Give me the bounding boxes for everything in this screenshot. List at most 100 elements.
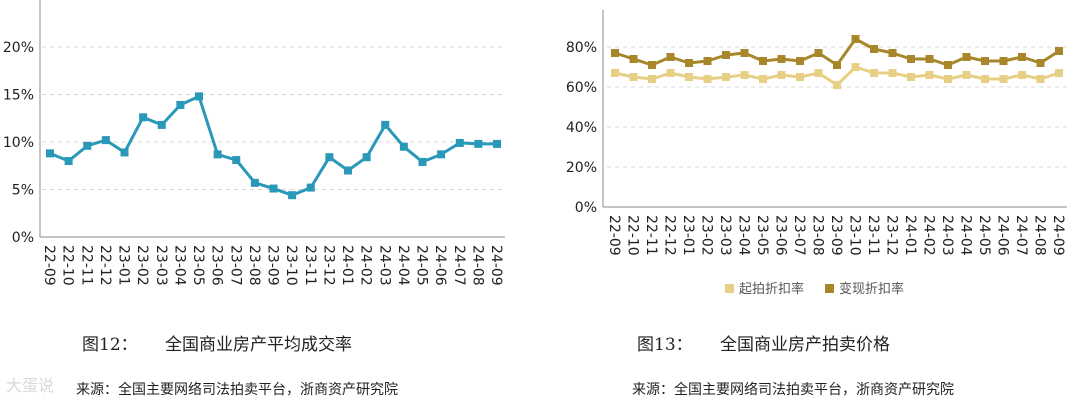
right-data-point	[925, 55, 934, 63]
left-data-point	[288, 191, 297, 200]
right-data-point	[851, 35, 860, 43]
left-x-tick-label: 23-03	[153, 245, 169, 286]
right-y-tick-label: 60%	[566, 80, 597, 96]
right-data-point	[981, 57, 989, 65]
right-data-point	[759, 57, 767, 65]
right-data-point	[814, 49, 823, 57]
right-data-point	[740, 71, 749, 79]
left-data-point	[493, 139, 501, 148]
left-x-tick-label: 24-04	[395, 245, 411, 286]
left-data-point	[176, 100, 185, 109]
right-data-point	[611, 49, 619, 57]
left-x-tick-label: 24-08	[469, 245, 485, 286]
right-data-point	[1018, 71, 1026, 79]
right-data-point	[629, 73, 638, 81]
right-data-point	[648, 61, 656, 69]
right-data-point	[907, 73, 915, 81]
left-series-line-0	[49, 94, 497, 197]
left-data-point	[399, 142, 408, 151]
right-x-tick-label: 22-09	[606, 215, 622, 256]
left-x-tick-label: 23-10	[283, 245, 299, 286]
right-data-point	[814, 69, 823, 77]
right-data-point	[703, 57, 712, 65]
left-data-point	[325, 153, 334, 162]
right-x-tick-label: 23-12	[884, 215, 900, 256]
right-data-point	[1036, 59, 1045, 67]
left-data-point	[418, 157, 427, 166]
right-data-point	[629, 55, 638, 63]
left-data-point	[195, 92, 203, 101]
right-data-point	[1018, 53, 1026, 61]
right-x-tick-label: 23-01	[680, 215, 696, 256]
left-data-point	[213, 150, 222, 159]
right-source-note: 来源：全国主要网络司法拍卖平台，浙商资产研究院	[632, 382, 954, 398]
right-x-tick-label: 24-03	[939, 215, 955, 256]
left-data-point	[64, 157, 73, 165]
left-data-point	[455, 138, 464, 147]
left-x-tick-label: 23-09	[265, 245, 281, 286]
right-x-tick-label: 24-01	[902, 215, 918, 256]
right-data-point	[796, 57, 804, 65]
right-x-tick-label: 23-11	[865, 215, 881, 256]
left-x-tick-label: 24-06	[432, 245, 448, 286]
right-data-point	[1055, 47, 1063, 55]
right-x-tick-label: 24-09	[1050, 215, 1066, 256]
left-data-point	[250, 178, 259, 187]
right-x-tick-label: 22-10	[625, 215, 641, 256]
right-y-tick-label: 80%	[566, 40, 597, 56]
right-caption-number: 图13：	[637, 335, 693, 355]
auction-price-chart: 0%20%40%60%80%22-09 22-10 22-11 22-12 23-01 2…	[566, 10, 1067, 297]
right-x-tick-label: 22-12	[662, 215, 678, 256]
left-x-tick-label: 22-12	[97, 245, 113, 286]
left-x-tick-label: 24-09	[488, 245, 504, 286]
right-x-tick-label: 23-09	[828, 215, 844, 256]
right-data-point	[1036, 75, 1045, 83]
right-y-tick-label: 40%	[566, 120, 597, 136]
right-y-tick-label: 20%	[566, 160, 597, 176]
right-y-tick-label: 0%	[575, 200, 597, 216]
right-x-tick-label: 23-06	[773, 215, 789, 256]
right-data-point	[740, 49, 749, 57]
right-data-point	[925, 71, 934, 79]
right-data-point	[981, 75, 989, 83]
right-data-point	[777, 55, 786, 63]
left-y-tick-label: 10%	[3, 135, 34, 151]
right-data-point	[685, 73, 693, 81]
right-data-point	[962, 71, 971, 79]
avg-transaction-rate-chart: 0%5%10%15%20%22-09 22-10 22-11 22-12 23-01 23…	[3, 0, 505, 286]
left-x-tick-label: 23-04	[171, 245, 187, 286]
right-data-point	[999, 57, 1008, 65]
right-x-tick-label: 24-04	[958, 215, 974, 256]
right-data-point	[796, 73, 804, 81]
left-caption: 图12： 全国商业房产平均成交率	[82, 330, 352, 355]
right-data-point	[833, 61, 841, 69]
right-x-tick-label: 24-08	[1032, 215, 1048, 256]
left-x-tick-label: 24-03	[376, 245, 392, 286]
right-data-point	[666, 53, 675, 61]
left-data-point	[101, 136, 110, 145]
left-x-tick-label: 22-10	[60, 245, 76, 286]
legend-label-0: 起拍折扣率	[739, 281, 804, 297]
right-data-point	[648, 75, 656, 83]
right-data-point	[999, 75, 1008, 83]
left-data-point	[437, 150, 446, 159]
right-x-tick-label: 23-07	[791, 215, 807, 256]
right-data-point	[759, 75, 767, 83]
legend-marker-0	[725, 284, 734, 293]
right-caption: 图13： 全国商业房产拍卖价格	[637, 330, 890, 355]
right-x-tick-label: 24-06	[995, 215, 1011, 256]
right-x-tick-label: 23-10	[847, 215, 863, 256]
right-x-tick-label: 24-05	[976, 215, 992, 256]
watermark: 大蛋说	[6, 376, 55, 395]
right-caption-title: 全国商业房产拍卖价格	[720, 335, 891, 355]
right-data-point	[666, 69, 675, 77]
left-x-tick-label: 24-01	[339, 245, 355, 286]
left-x-tick-label: 23-07	[227, 245, 243, 286]
right-data-point	[703, 75, 712, 83]
left-y-tick-label: 5%	[12, 183, 34, 199]
left-y-tick-label: 0%	[12, 230, 34, 246]
right-x-tick-label: 23-08	[810, 215, 826, 256]
right-data-point	[870, 45, 878, 53]
left-data-point	[120, 148, 129, 157]
left-x-tick-label: 23-05	[190, 245, 206, 286]
